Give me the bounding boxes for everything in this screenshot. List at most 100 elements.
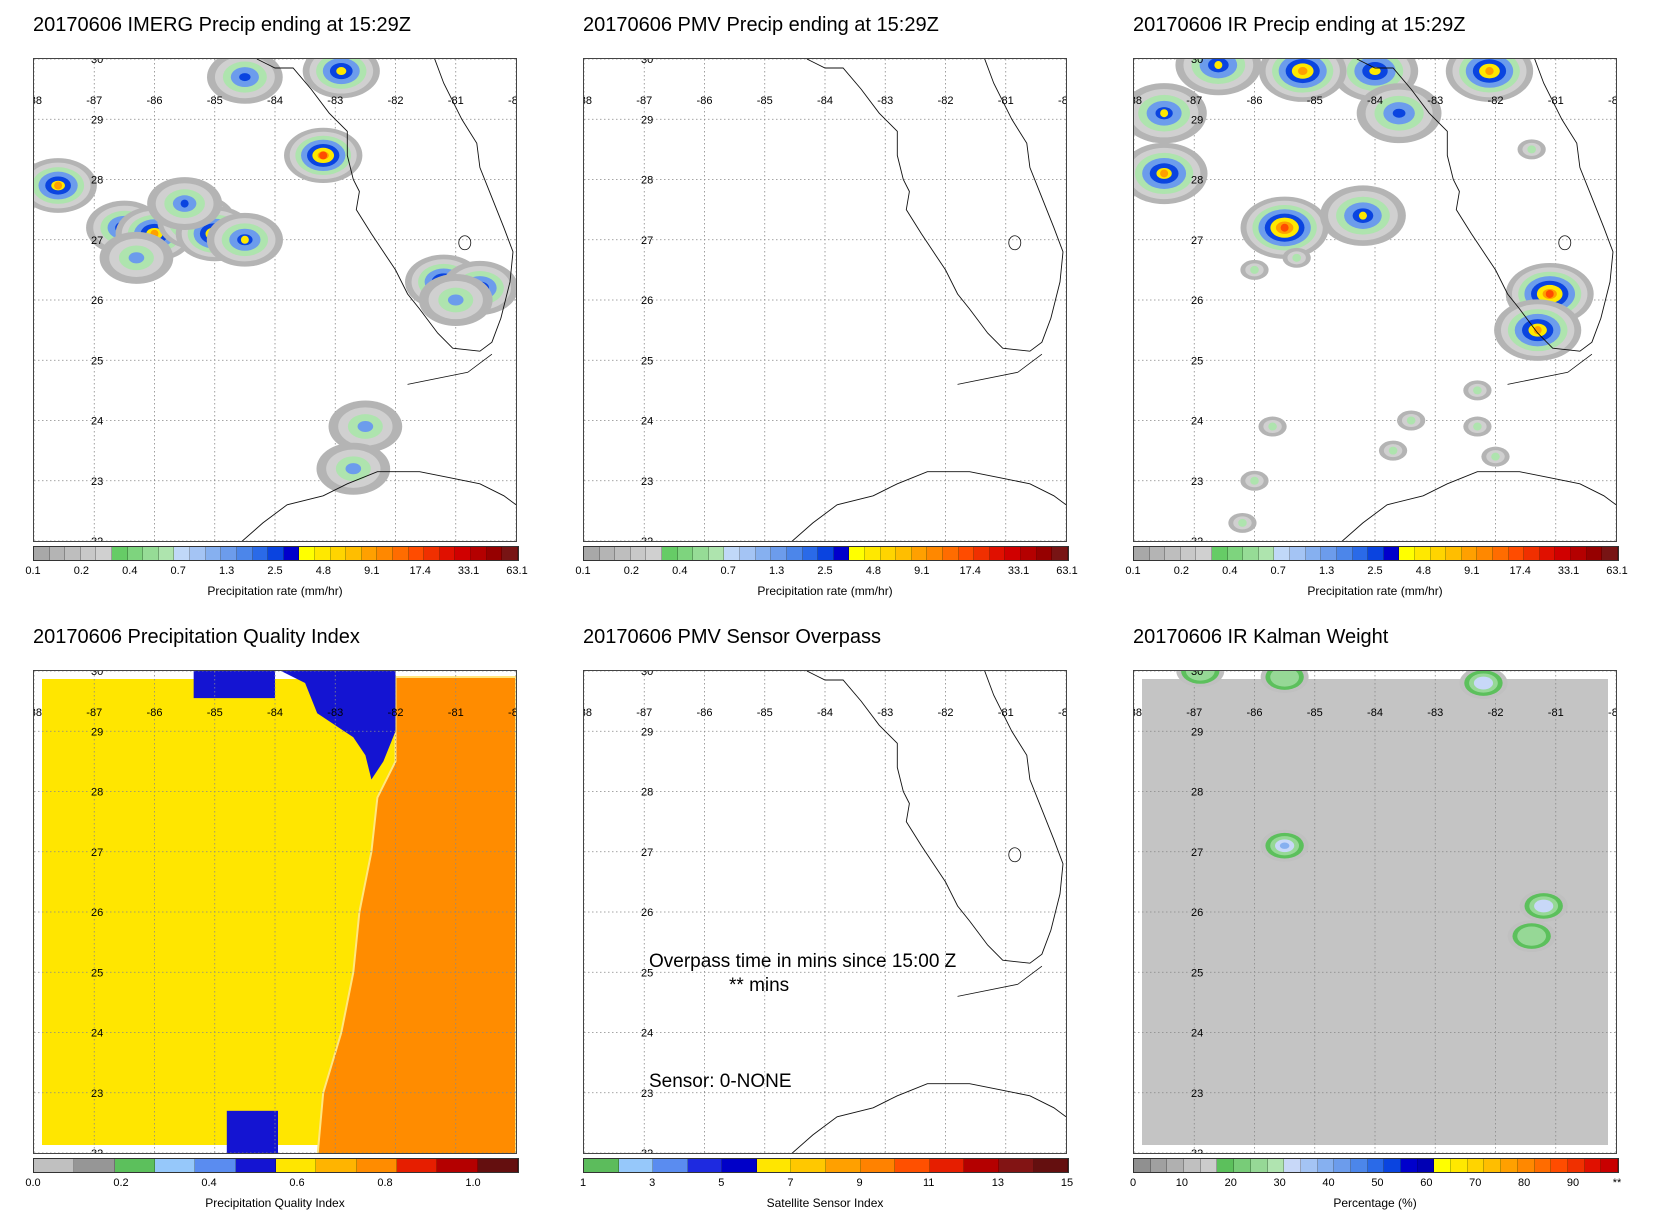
- colorbar-swatch: [1227, 547, 1244, 560]
- colorbar-tick-label: 0.0: [25, 1177, 41, 1189]
- colorbar-swatch: [911, 547, 928, 560]
- colorbar: [1133, 546, 1619, 561]
- latitude-label: 22: [91, 536, 103, 541]
- latitude-label: 22: [1191, 536, 1203, 541]
- precip-cell: [284, 127, 363, 184]
- precip-cell: [207, 59, 283, 104]
- latitude-label: 30: [1191, 59, 1203, 66]
- kalman-contour: [1473, 676, 1494, 690]
- longitude-label: -88: [1134, 95, 1142, 107]
- precip-contour: [240, 235, 249, 244]
- colorbar-tick-label: 63.1: [1056, 565, 1078, 577]
- longitude-label: -87: [1186, 95, 1202, 107]
- panel-precip-quality-index: 20170606 Precipitation Quality Index -88…: [25, 612, 545, 1210]
- colorbar-tick-label: 1.0: [465, 1177, 481, 1189]
- colorbar-swatch: [1274, 547, 1291, 560]
- colorbar-swatch: [927, 547, 944, 560]
- pqi-region-blue: [226, 1110, 279, 1153]
- colorbar-swatch: [1414, 547, 1431, 560]
- colorbar-swatch: [860, 1159, 896, 1172]
- colorbar: [33, 1158, 519, 1173]
- latitude-label: 24: [1191, 1028, 1203, 1040]
- longitude-label: -85: [1307, 707, 1323, 719]
- pqi-region-blue: [281, 671, 396, 780]
- kalman-contour: [1185, 671, 1215, 681]
- colorbar-tick-label: 4.8: [1415, 565, 1432, 577]
- colorbar-tick-label: 1.3: [768, 565, 785, 577]
- latitude-label: 29: [91, 114, 103, 126]
- colorbar-swatch: [1368, 547, 1384, 560]
- colorbar-swatch: [127, 547, 144, 560]
- latitude-label: 23: [91, 1088, 103, 1100]
- longitude-label: -82: [388, 707, 404, 719]
- colorbar-tick-label: 0.4: [1222, 565, 1238, 577]
- latitude-label: 25: [91, 967, 103, 979]
- latitude-label: 26: [641, 907, 653, 919]
- longitude-label: -88: [34, 95, 42, 107]
- colorbar-tick-label: 80: [1517, 1177, 1531, 1189]
- colorbar-swatch: [1033, 1159, 1069, 1172]
- colorbar-tick-label: 70: [1469, 1177, 1482, 1189]
- latitude-label: 28: [641, 175, 653, 187]
- colorbar-swatch: [1352, 547, 1369, 560]
- longitude-label: -87: [86, 707, 102, 719]
- longitude-label: -84: [817, 707, 833, 719]
- florida-coastline: [806, 671, 1064, 964]
- colorbar-swatch: [1534, 1159, 1552, 1172]
- colorbar-tick-label: 1.3: [1318, 565, 1335, 577]
- colorbar-tick-label: 5: [718, 1177, 725, 1189]
- latitude-label: 22: [91, 1148, 103, 1153]
- latitude-label: 23: [1191, 1088, 1203, 1100]
- cuba-coastline: [1341, 471, 1616, 541]
- colorbar-swatch: [1501, 1159, 1518, 1172]
- colorbar-swatch: [377, 547, 394, 560]
- colorbar-swatch: [1336, 547, 1353, 560]
- precip-cell: [1494, 299, 1582, 361]
- colorbar-tick-label: 9.1: [1464, 565, 1480, 577]
- colorbar-tick-label: 3: [649, 1177, 656, 1189]
- colorbar-tick-label: 10: [1175, 1177, 1188, 1189]
- florida-coastline: [256, 59, 514, 352]
- longitude-label: -81: [998, 707, 1014, 719]
- colorbar-swatch: [1165, 547, 1181, 560]
- latitude-label: 26: [1191, 295, 1203, 307]
- precip-cell: [1445, 59, 1534, 102]
- latitude-label: 30: [91, 671, 103, 678]
- colorbar-swatch: [316, 1159, 357, 1172]
- colorbar-swatch: [455, 547, 472, 560]
- colorbar-swatch: [1134, 1159, 1151, 1172]
- latitude-label: 28: [1191, 787, 1203, 799]
- colorbar-swatch: [687, 1159, 723, 1172]
- colorbar-swatch: [693, 547, 709, 560]
- lake-okeechobee: [1008, 235, 1022, 251]
- florida-keys: [957, 965, 1043, 997]
- longitude-label: -81: [998, 95, 1014, 107]
- longitude-label: -83: [877, 95, 893, 107]
- grid-lines: [1134, 59, 1616, 541]
- colorbar-swatch: [1180, 547, 1197, 560]
- pqi-region-blue: [193, 671, 275, 699]
- colorbar-swatch: [65, 547, 81, 560]
- colorbar-swatch: [1167, 1159, 1185, 1172]
- map-svg: -88 -87 -86 -85 -84 -83 -82 -81 -80 30 29 28 27 26 25 2…: [34, 671, 516, 1153]
- panel-ir-precip: 20170606 IR Precip ending at 15:29Z -88-…: [1125, 0, 1645, 598]
- colorbar-tick-label: 0.4: [201, 1177, 217, 1189]
- latitude-label: 25: [91, 355, 103, 367]
- colorbar-tick-label: 33.1: [1007, 565, 1030, 577]
- colorbar-swatch: [1571, 547, 1587, 560]
- kalman-contour: [1270, 671, 1300, 687]
- precip-cell: [1258, 416, 1287, 437]
- panel-ir-kalman-weight: 20170606 IR Kalman Weight -88-87-86-85-8…: [1125, 612, 1645, 1210]
- colorbar: [33, 546, 519, 561]
- kalman-cell: [1519, 889, 1568, 922]
- lake-okeechobee: [458, 235, 472, 251]
- panel-title: 20170606 PMV Sensor Overpass: [583, 626, 881, 648]
- precip-contour: [128, 252, 145, 264]
- colorbar-swatch: [236, 547, 253, 560]
- colorbar-swatch: [393, 547, 409, 560]
- map-svg: -88 -87 -86 -85 -84 -83 -82 -81 -80 30 29 28 27 26 25 2…: [584, 671, 1066, 1153]
- colorbar-swatch: [880, 547, 897, 560]
- latitude-label: 28: [91, 787, 103, 799]
- precip-contour: [1491, 452, 1500, 461]
- longitude-label: -81: [448, 707, 464, 719]
